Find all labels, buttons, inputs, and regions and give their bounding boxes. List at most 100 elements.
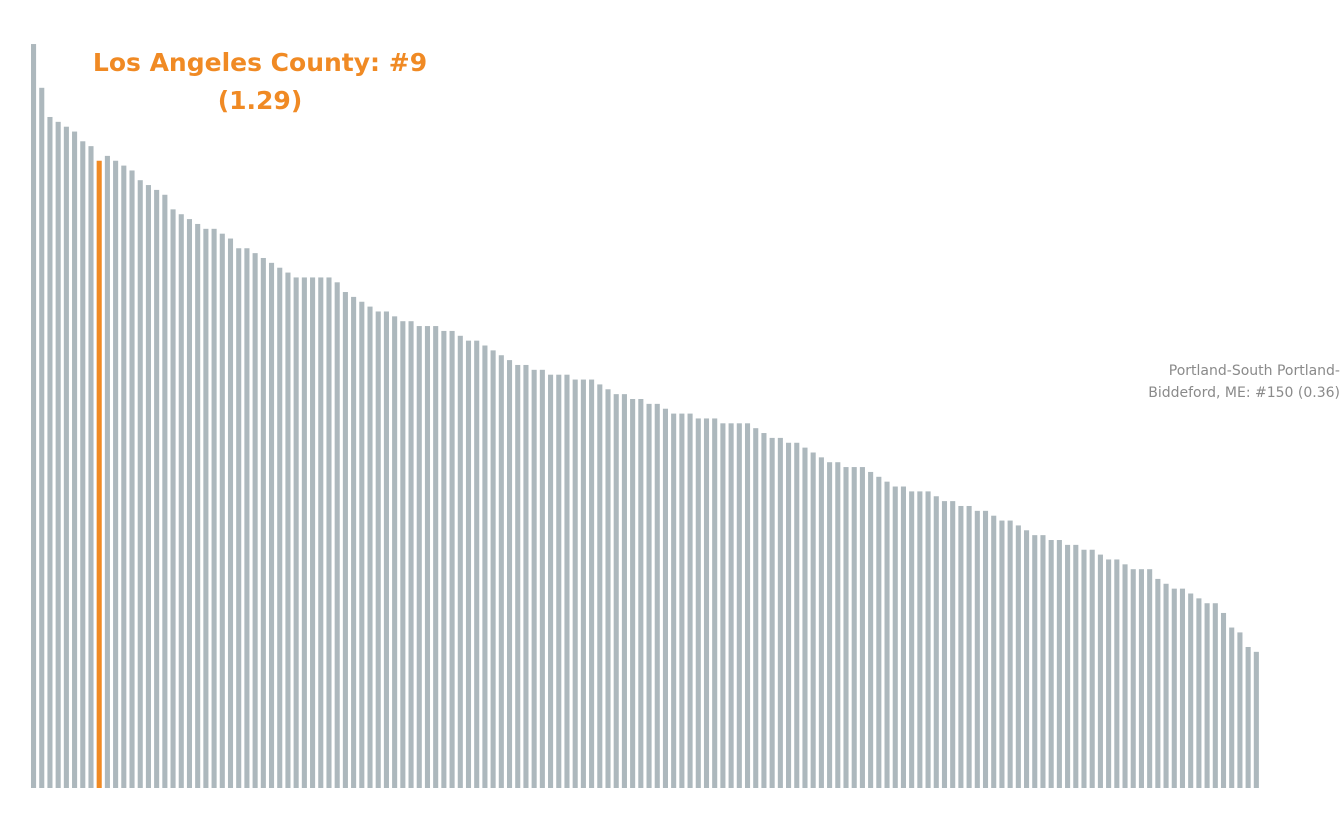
bar: [268, 262, 275, 789]
bar: [876, 476, 882, 788]
bar: [884, 481, 890, 788]
bar: [950, 501, 956, 788]
bar: [342, 292, 348, 788]
bar: [1024, 530, 1030, 788]
bar: [47, 116, 53, 789]
bar: [1147, 569, 1153, 788]
bar: [728, 423, 734, 788]
bar: [1204, 603, 1210, 789]
bar: [1220, 612, 1227, 788]
bar: [777, 437, 783, 788]
bar: [318, 277, 324, 788]
bar: [490, 350, 496, 789]
bar: [1138, 569, 1144, 788]
bar: [392, 316, 398, 788]
bar: [835, 462, 841, 788]
bar: [441, 330, 447, 788]
bar: [162, 194, 168, 788]
bar: [794, 442, 800, 788]
bar: [178, 214, 184, 789]
bar: [1229, 627, 1235, 788]
bar: [293, 277, 299, 788]
bar: [630, 399, 636, 788]
bar: [1114, 559, 1120, 788]
bar: [195, 223, 201, 788]
bar: [1081, 549, 1087, 788]
bar: [539, 369, 545, 788]
bar: [31, 44, 37, 789]
bar: [523, 364, 529, 788]
bar: [465, 340, 472, 788]
bar: [285, 272, 291, 788]
bar: [277, 267, 283, 789]
bar: [802, 447, 808, 789]
bar: [383, 311, 389, 788]
bar: [736, 423, 742, 788]
bar: [1253, 651, 1259, 788]
bar: [145, 185, 151, 789]
bar: [236, 248, 242, 788]
bar: [1097, 554, 1103, 788]
bar: [703, 418, 710, 788]
bar: [769, 437, 775, 788]
bar: [662, 408, 668, 788]
bar: [720, 423, 726, 788]
bar: [482, 345, 488, 788]
bar: [1163, 583, 1169, 788]
bar: [1015, 525, 1021, 788]
bar: [654, 403, 660, 788]
bar: [695, 418, 701, 788]
bar: [646, 403, 652, 788]
highlight-annotation-line-2: (1.29): [217, 86, 303, 115]
bar: [761, 433, 767, 788]
bar: [1245, 646, 1251, 788]
bar: [39, 87, 45, 789]
bar: [1196, 598, 1202, 788]
bar: [671, 413, 677, 788]
bar: [851, 467, 857, 788]
bar: [909, 491, 915, 788]
bar: [334, 282, 340, 788]
bar: [351, 296, 357, 788]
bar: [88, 146, 94, 788]
bar: [416, 326, 422, 788]
bar: [252, 253, 258, 789]
bar: [211, 228, 217, 788]
bar: [310, 277, 316, 788]
bar: [1106, 559, 1112, 788]
bar: [227, 238, 234, 789]
bar: [868, 471, 874, 788]
bar: [621, 394, 627, 788]
bar: [925, 491, 931, 788]
bar: [449, 330, 455, 788]
bar: [548, 374, 554, 788]
bar: [1171, 588, 1177, 788]
bar: [843, 467, 849, 788]
bar: [556, 374, 562, 788]
bar: [638, 399, 644, 788]
bar: [744, 423, 751, 788]
bar: [1122, 564, 1128, 789]
bar: [408, 321, 414, 788]
bar: [244, 248, 250, 788]
bar: [1056, 540, 1062, 788]
bar: [1212, 603, 1218, 789]
bar: [933, 496, 939, 788]
bar: [203, 228, 209, 788]
bar: [900, 486, 906, 788]
bar: [104, 155, 110, 789]
bar: [433, 326, 439, 788]
bar: [679, 413, 685, 788]
bar: [687, 413, 693, 788]
bar: [137, 180, 143, 788]
bar: [72, 131, 78, 788]
bar: [1155, 578, 1161, 788]
bar: [613, 394, 619, 788]
bar: [121, 165, 127, 789]
bar: [941, 501, 948, 788]
bar: [113, 160, 119, 789]
bar: [498, 355, 504, 788]
bar: [424, 326, 431, 788]
bar: [580, 379, 586, 788]
